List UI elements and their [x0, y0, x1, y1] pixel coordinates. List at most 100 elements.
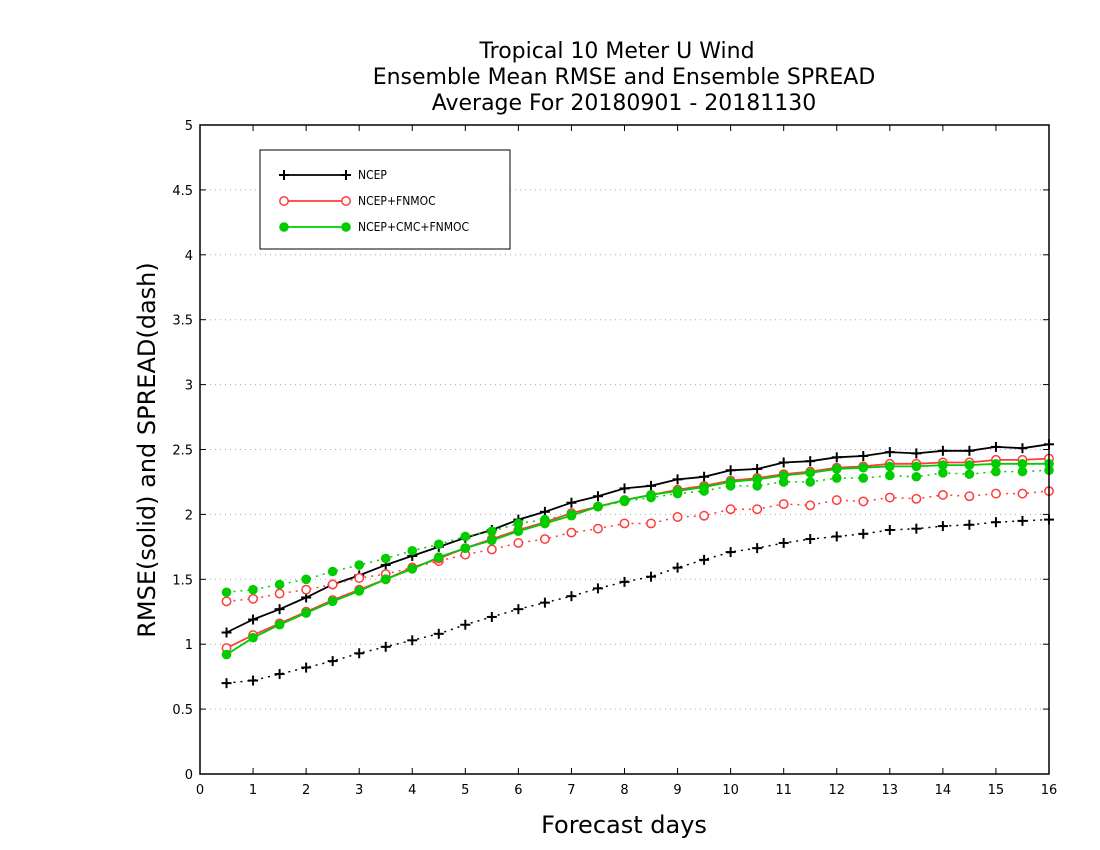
legend-item: NCEP+CMC+FNMOC — [279, 220, 469, 234]
data-point — [831, 531, 842, 542]
data-point — [725, 504, 736, 515]
title-line-2: Ensemble Mean RMSE and Ensemble SPREAD — [373, 65, 876, 90]
data-point — [990, 517, 1001, 528]
data-point — [911, 471, 922, 482]
data-point — [407, 635, 418, 646]
legend-box — [259, 149, 511, 250]
data-point — [460, 619, 471, 630]
spread-line — [226, 469, 1050, 594]
data-point — [1017, 443, 1028, 454]
data-point — [327, 596, 338, 607]
data-point — [433, 628, 444, 639]
data-point — [911, 461, 922, 472]
x-tick-label: 0 — [196, 783, 204, 798]
data-point — [380, 641, 391, 652]
data-point — [885, 461, 895, 472]
data-point — [486, 544, 497, 555]
data-point — [778, 470, 789, 481]
data-point — [380, 553, 391, 564]
x-axis-title: Forecast days — [541, 811, 707, 839]
y-tick-label: 1.5 — [172, 573, 193, 588]
data-point — [805, 500, 816, 511]
x-tick-label: 15 — [988, 783, 1005, 798]
x-tick-label: 8 — [620, 783, 628, 798]
data-point — [301, 662, 312, 673]
data-point — [354, 560, 364, 570]
data-point — [937, 521, 948, 532]
data-point — [699, 510, 710, 521]
data-point — [407, 545, 418, 556]
series-ncep-cmc-fnmoc — [221, 458, 1054, 660]
x-tick-label: 13 — [882, 783, 899, 798]
data-point — [805, 534, 816, 545]
data-point — [911, 448, 922, 459]
data-point — [274, 579, 285, 590]
data-point — [566, 527, 577, 538]
data-point — [725, 547, 736, 558]
legend-label: NCEP+CMC+FNMOC — [358, 220, 469, 234]
data-point — [248, 584, 258, 595]
data-point — [274, 619, 285, 630]
legend-label: NCEP — [358, 168, 387, 182]
data-point — [646, 518, 656, 529]
data-point — [778, 457, 789, 468]
data-point — [937, 445, 948, 456]
x-tick-label: 7 — [567, 783, 575, 798]
data-point — [301, 584, 312, 595]
data-point — [354, 648, 365, 659]
data-point — [725, 477, 736, 487]
y-axis-title: RMSE(solid) and SPREAD(dash) — [133, 262, 161, 638]
data-point — [885, 470, 895, 481]
data-point — [221, 627, 232, 638]
data-point — [354, 573, 365, 583]
data-point — [274, 588, 285, 599]
data-point — [699, 482, 709, 492]
plot-frame — [199, 124, 1050, 775]
data-point — [592, 491, 603, 502]
y-tick-label: 0 — [185, 768, 193, 783]
data-point — [672, 486, 683, 496]
data-point — [752, 543, 763, 554]
data-point — [937, 489, 948, 500]
data-point — [274, 669, 285, 680]
data-point — [539, 597, 550, 608]
legend-item: NCEP+FNMOC — [279, 194, 436, 208]
data-point — [884, 524, 895, 535]
data-point — [619, 483, 630, 494]
data-point — [486, 611, 497, 622]
data-point — [964, 460, 975, 470]
data-point — [672, 474, 683, 485]
y-tick-label: 2.5 — [172, 444, 193, 459]
data-point — [221, 587, 232, 598]
legend-item: NCEP — [279, 168, 387, 182]
y-tick-label: 3 — [185, 379, 193, 394]
data-point — [327, 579, 338, 590]
data-point — [274, 604, 285, 615]
data-point — [593, 523, 603, 534]
data-point — [805, 477, 816, 487]
data-point — [964, 519, 975, 530]
data-point — [279, 170, 289, 180]
data-point — [964, 469, 975, 479]
data-point — [805, 468, 816, 478]
title-line-3: Average For 20180901 - 20181130 — [432, 91, 817, 116]
series-ncep — [221, 439, 1054, 689]
data-point — [884, 447, 895, 458]
y-tick-label: 5 — [185, 119, 193, 134]
data-point — [1017, 515, 1028, 526]
x-tick-label: 2 — [302, 783, 310, 798]
data-point — [725, 465, 736, 476]
data-point — [646, 490, 656, 500]
x-tick-label: 9 — [673, 783, 681, 798]
data-point — [752, 474, 762, 485]
data-point — [513, 526, 524, 537]
y-tick-label: 4 — [185, 249, 193, 264]
data-point — [354, 586, 364, 596]
x-tick-label: 6 — [514, 783, 522, 798]
data-point — [831, 452, 842, 463]
data-point — [672, 562, 683, 573]
x-tick-label: 1 — [249, 783, 257, 798]
x-tick-label: 16 — [1041, 783, 1058, 798]
data-point — [566, 497, 577, 508]
